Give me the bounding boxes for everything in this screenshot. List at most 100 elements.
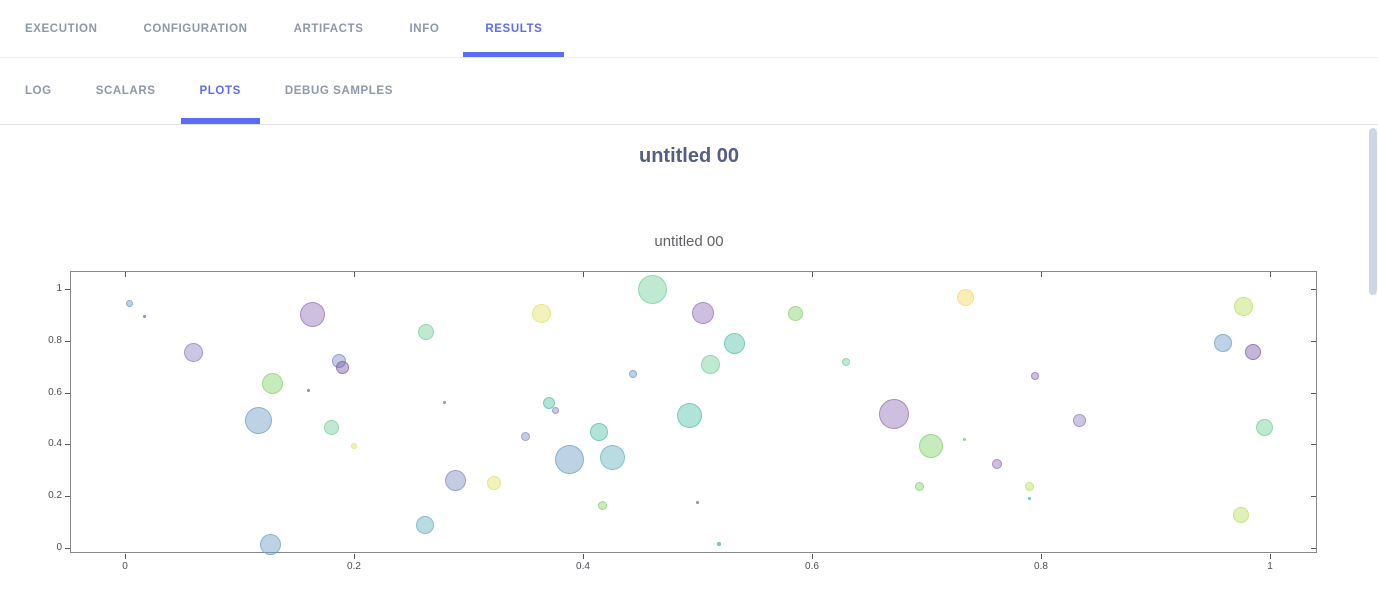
scatter-bubble [692, 301, 715, 324]
scatter-bubble [1244, 343, 1261, 360]
x-tick [354, 554, 355, 559]
scatter-bubble [1255, 418, 1273, 436]
scatter-bubble [1025, 482, 1035, 492]
y-tick-mirror [1311, 340, 1316, 342]
y-tick-label: 0.6 [48, 386, 62, 398]
results-subtab-bar: LOG SCALARS PLOTS DEBUG SAMPLES [0, 58, 1378, 125]
x-tick-label: 0.6 [805, 561, 819, 572]
tab-results[interactable]: RESULTS [463, 0, 565, 57]
scatter-bubble [554, 444, 584, 474]
scatter-bubble [919, 433, 944, 458]
tab-artifacts[interactable]: ARTIFACTS [293, 22, 364, 35]
scatter-bubble [336, 360, 350, 374]
scatter-bubble [415, 516, 434, 535]
y-tick-label: 0.4 [48, 438, 62, 450]
main-tab-bar: EXECUTION CONFIGURATION ARTIFACTS INFO R… [0, 0, 1378, 58]
subtab-debug-samples[interactable]: DEBUG SAMPLES [284, 85, 393, 97]
subtab-plots[interactable]: PLOTS [180, 58, 261, 124]
scatter-bubble [542, 396, 555, 409]
x-tick-label: 1 [1267, 561, 1273, 572]
x-tick-label: 0.4 [576, 561, 590, 572]
scatter-bubble [184, 342, 204, 362]
scatter-bubble [879, 399, 910, 430]
x-tick [1270, 554, 1271, 559]
scatter-bubble [300, 301, 326, 327]
x-tick-mirror [1041, 272, 1042, 277]
scatter-bubble [1233, 507, 1250, 524]
scatter-bubble [723, 333, 745, 355]
tab-info[interactable]: INFO [409, 22, 440, 35]
scatter-bubble [700, 354, 720, 374]
plot-title: untitled 00 [654, 233, 724, 250]
scatter-bubble [486, 475, 501, 490]
scatter-bubble [532, 303, 552, 323]
x-tick-mirror [583, 272, 584, 277]
scatter-bubble [445, 469, 467, 491]
scatter-bubble [126, 300, 134, 307]
y-tick-label: 0.2 [48, 490, 62, 502]
y-tick-mirror [1311, 548, 1316, 549]
scatter-bubble [442, 400, 446, 404]
scatter-bubble [842, 358, 851, 367]
scatter-bubble [142, 314, 146, 318]
scatter-bubble [418, 323, 435, 340]
scatter-bubble [552, 406, 560, 414]
scatter-bubble [696, 500, 699, 504]
scrollbar-thumb[interactable] [1369, 128, 1377, 295]
tab-configuration[interactable]: CONFIGURATION [143, 22, 248, 35]
scatter-bubble [590, 422, 609, 441]
scatter-bubble [259, 534, 281, 556]
x-tick [1041, 554, 1042, 559]
x-tick-label: 0.2 [347, 561, 361, 572]
scatter-bubble [629, 369, 638, 378]
scatter-bubble [1214, 333, 1233, 352]
y-tick-label: 0 [56, 542, 62, 553]
x-tick-mirror [354, 272, 355, 277]
scatter-bubble [992, 459, 1003, 470]
x-tick-mirror [1270, 272, 1271, 277]
scatter-bubble [521, 432, 531, 442]
y-tick [65, 289, 70, 290]
x-tick-label: 0.8 [1034, 561, 1048, 572]
x-tick-label: 0 [122, 561, 128, 572]
scatter-bubble [351, 443, 357, 450]
y-tick-mirror [1311, 392, 1316, 394]
y-tick-label: 1 [56, 283, 62, 294]
y-tick [65, 496, 70, 498]
scatter-bubble [600, 444, 626, 470]
tab-execution[interactable]: EXECUTION [25, 22, 98, 35]
scatter-bubble [915, 482, 925, 492]
x-tick-mirror [125, 272, 126, 277]
scatter-bubble [245, 406, 273, 434]
x-tick [125, 554, 126, 559]
scatter-bubble [597, 500, 607, 510]
y-tick [65, 392, 70, 394]
y-tick [65, 548, 70, 549]
scatter-bubble [676, 403, 702, 429]
scatter-plot-area[interactable]: 0 0.2 0.4 0.6 0.8 1 0 0.2 0.4 0.6 0.8 1 [48, 271, 1317, 572]
scrollbar-track[interactable] [1368, 126, 1378, 594]
scatter-bubble [1028, 497, 1032, 501]
subtab-log[interactable]: LOG [25, 85, 52, 97]
scatter-bubble [962, 438, 966, 442]
scatter-bubble [956, 288, 974, 306]
x-tick [583, 554, 584, 559]
x-tick [812, 554, 813, 559]
scatter-bubble [262, 372, 284, 394]
scatter-bubble [638, 275, 668, 305]
scatter-bubble [717, 541, 722, 546]
x-tick-mirror [812, 272, 813, 277]
scatter-bubble [1031, 372, 1040, 381]
page-title: untitled 00 [638, 145, 739, 167]
y-tick [65, 444, 70, 446]
scatter-bubble [1073, 413, 1087, 427]
scatter-bubble [1234, 296, 1254, 316]
scatter-bubble [323, 419, 339, 435]
subtab-scalars[interactable]: SCALARS [95, 85, 156, 97]
y-tick-mirror [1311, 496, 1316, 498]
y-tick-mirror [1311, 289, 1316, 290]
scatter-bubble [306, 388, 310, 392]
y-tick [65, 340, 70, 342]
y-tick-label: 0.8 [48, 334, 62, 346]
